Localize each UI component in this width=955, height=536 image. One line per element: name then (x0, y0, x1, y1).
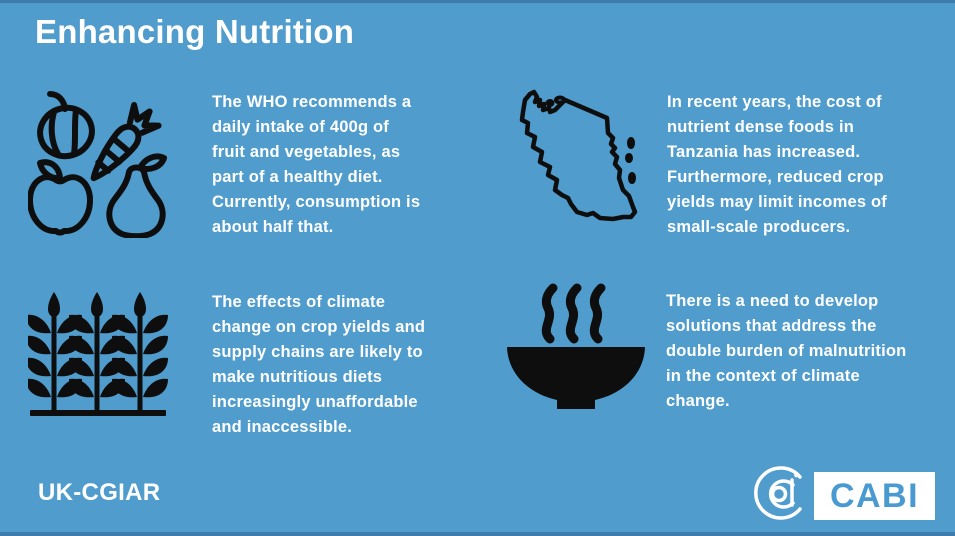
cabi-logo: CABI (752, 463, 935, 523)
food-bowl-icon (500, 283, 652, 423)
quadrant-tanzania: In recent years, the cost of nutrient de… (503, 86, 929, 240)
fruit-vegetables-icon (27, 88, 168, 240)
tanzania-map-icon (503, 86, 661, 234)
cabi-logo-text: CABI (829, 477, 920, 515)
cabi-logo-box: CABI (814, 472, 935, 520)
quadrant-text: In recent years, the cost of nutrient de… (667, 93, 887, 236)
bottom-edge-bar (0, 532, 955, 536)
quadrant-text: The WHO recommends a daily intake of 400… (212, 93, 421, 236)
top-edge-bar (0, 0, 955, 3)
quadrant-fruit-veg: The WHO recommends a daily intake of 400… (27, 88, 467, 240)
page-title: Enhancing Nutrition (35, 13, 355, 50)
quadrant-text: The effects of climate change on crop yi… (212, 293, 426, 436)
uk-cgiar-label: UK-CGIAR (38, 479, 161, 506)
cabi-logo-mark-icon (752, 463, 812, 523)
quadrant-solutions: There is a need to develop solutions tha… (500, 283, 938, 423)
wheat-field-icon (28, 288, 168, 421)
quadrant-climate: The effects of climate change on crop yi… (28, 288, 470, 440)
quadrant-text: There is a need to develop solutions tha… (666, 292, 907, 410)
